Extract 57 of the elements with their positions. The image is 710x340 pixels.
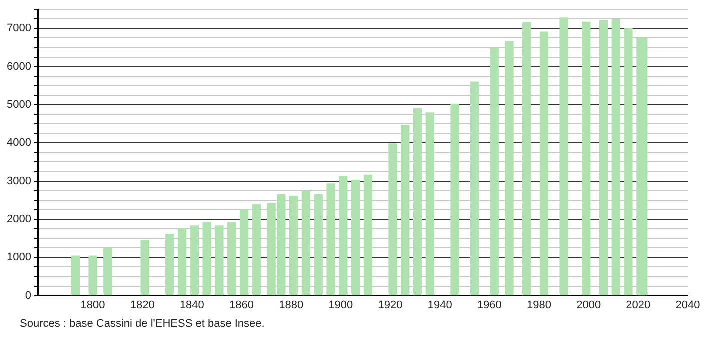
x-tick-label: 2040 — [676, 299, 700, 312]
bar — [240, 210, 249, 296]
bar — [166, 234, 174, 296]
bar — [470, 82, 480, 296]
x-tick-label: 1880 — [279, 299, 304, 312]
bar — [612, 19, 620, 296]
bar — [413, 108, 422, 296]
y-tick-label: 0 — [25, 290, 32, 302]
y-tick-label: 5000 — [6, 99, 32, 112]
bar — [351, 180, 360, 296]
x-tick-label: 1900 — [328, 299, 354, 312]
y-tick-label: 1000 — [6, 252, 32, 264]
y-tick-label: 7000 — [6, 22, 32, 35]
bar — [388, 144, 398, 296]
bar — [639, 38, 648, 296]
bar — [540, 32, 549, 296]
x-tick-label: 1940 — [428, 299, 452, 312]
bar — [522, 22, 532, 296]
bar — [215, 226, 224, 296]
bar — [490, 48, 499, 296]
y-tick-label: 2000 — [6, 214, 32, 226]
x-tick-label: 1840 — [180, 299, 204, 312]
x-tick-label: 2000 — [576, 299, 602, 312]
x-tick-label: 1980 — [527, 299, 552, 312]
bar — [190, 226, 199, 296]
bar — [140, 240, 150, 296]
bar — [302, 190, 311, 296]
x-tick-label: 1960 — [477, 299, 502, 312]
bar — [505, 41, 514, 296]
bar — [228, 222, 236, 296]
bar — [364, 174, 373, 296]
bar — [88, 256, 98, 296]
bar — [582, 22, 591, 296]
bar — [450, 104, 460, 296]
bar — [401, 125, 410, 296]
x-tick-label: 1860 — [230, 299, 254, 312]
bar — [289, 196, 298, 296]
x-tick-label: 1800 — [80, 299, 106, 312]
bar — [426, 112, 434, 296]
bar — [104, 248, 112, 296]
y-tick-label: 4000 — [6, 137, 32, 150]
x-tick-label: 2020 — [626, 299, 651, 312]
bar — [599, 20, 608, 296]
bar — [71, 256, 80, 296]
bar — [252, 204, 261, 296]
bar — [202, 222, 212, 296]
x-tick-label: 1920 — [378, 299, 403, 312]
y-tick-label: 3000 — [6, 175, 32, 188]
bar — [314, 194, 323, 296]
bar — [560, 18, 568, 296]
bar — [339, 176, 348, 296]
x-tick-label: 1820 — [130, 299, 155, 312]
bar — [178, 228, 187, 296]
bar — [326, 184, 336, 296]
bar — [624, 28, 633, 296]
source-note: Sources : base Cassini de l'EHESS et base Insee. — [20, 318, 265, 330]
y-tick-label: 6000 — [6, 60, 32, 73]
